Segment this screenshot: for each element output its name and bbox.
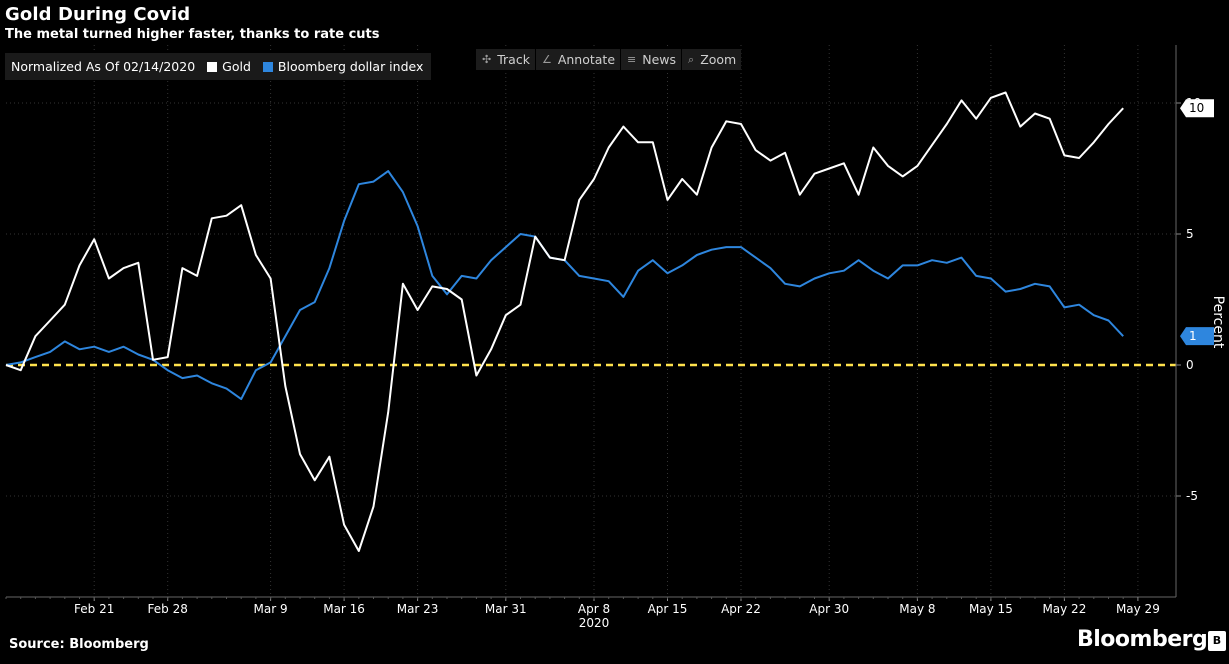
legend: Normalized As Of 02/14/2020 Gold Bloombe… xyxy=(5,53,432,80)
crosshair-icon: ✣ xyxy=(482,53,492,66)
badge-value: 10 xyxy=(1189,101,1204,115)
track-button[interactable]: ✣ Track xyxy=(476,49,536,70)
x-tick-label: May 22 xyxy=(1042,602,1086,616)
x-tick-label: Mar 23 xyxy=(397,602,439,616)
series-lines xyxy=(5,91,1124,552)
zoom-button[interactable]: ⌕ Zoom xyxy=(682,49,741,70)
y-axis: -5 0 5 10 xyxy=(1175,45,1201,597)
legend-swatch-dollar-index xyxy=(262,61,273,72)
series-line-gold xyxy=(5,91,1124,552)
x-axis: Feb 21 Feb 28 Mar 9 Mar 16 Mar 23 Mar 31 Apr 8… xyxy=(5,596,1176,630)
x-tick-label: May 29 xyxy=(1116,602,1160,616)
x-tick-label: May 8 xyxy=(899,602,935,616)
x-tick-label: Apr 22 xyxy=(721,602,761,616)
last-value-badges: 10 1 xyxy=(1180,99,1214,346)
source-note: Source: Bloomberg xyxy=(9,637,149,652)
legend-label-gold: Gold xyxy=(222,59,251,74)
x-tick-label: Mar 9 xyxy=(254,602,288,616)
x-tick-label: Apr 8 xyxy=(578,602,610,616)
x-tick-label: Mar 31 xyxy=(485,602,527,616)
legend-item-dollar-index[interactable]: Bloomberg dollar index xyxy=(262,59,424,74)
page-subtitle: The metal turned higher faster, thanks t… xyxy=(5,27,380,42)
news-label: News xyxy=(642,52,677,67)
x-year-label: 2020 xyxy=(579,616,610,630)
pencil-icon: ∠ xyxy=(541,53,552,66)
y-tick-label: 0 xyxy=(1186,358,1194,372)
grid-lines xyxy=(6,45,1176,597)
zoom-label: Zoom xyxy=(700,52,737,67)
y-tick-label: -5 xyxy=(1186,489,1198,503)
x-tick-label: Feb 21 xyxy=(74,602,114,616)
badge-shape xyxy=(1180,99,1214,118)
legend-item-gold[interactable]: Gold xyxy=(207,59,251,74)
chart-toolbar: ✣ Track ∠ Annotate ≡ News ⌕ Zoom xyxy=(476,49,742,70)
legend-swatch-gold xyxy=(207,61,218,72)
list-icon: ≡ xyxy=(627,53,637,66)
annotate-button[interactable]: ∠ Annotate xyxy=(536,49,622,70)
bloomberg-logo: Bloomberg xyxy=(1077,627,1208,652)
track-label: Track xyxy=(497,52,530,67)
news-button[interactable]: ≡ News xyxy=(621,49,683,70)
normalized-label: Normalized As Of 02/14/2020 xyxy=(11,59,196,74)
page-title: Gold During Covid xyxy=(5,4,191,25)
annotate-label: Annotate xyxy=(557,52,616,67)
y-tick-label: 5 xyxy=(1186,227,1194,241)
badge-shape xyxy=(1180,327,1214,346)
x-tick-label: Mar 16 xyxy=(323,602,365,616)
x-tick-label: May 15 xyxy=(969,602,1013,616)
y-axis-label: Percent xyxy=(1210,296,1226,349)
legend-label-dollar-index: Bloomberg dollar index xyxy=(277,59,424,74)
x-tick-label: Apr 30 xyxy=(809,602,849,616)
search-icon: ⌕ xyxy=(688,52,695,66)
x-tick-label: Apr 15 xyxy=(648,602,688,616)
x-tick-label: Feb 28 xyxy=(148,602,188,616)
last-value-badge-gold: 10 xyxy=(1180,99,1214,118)
badge-value: 1 xyxy=(1189,329,1197,343)
last-value-badge-dollar-index: 1 xyxy=(1180,327,1214,346)
bloomberg-badge-icon: B xyxy=(1208,631,1226,651)
